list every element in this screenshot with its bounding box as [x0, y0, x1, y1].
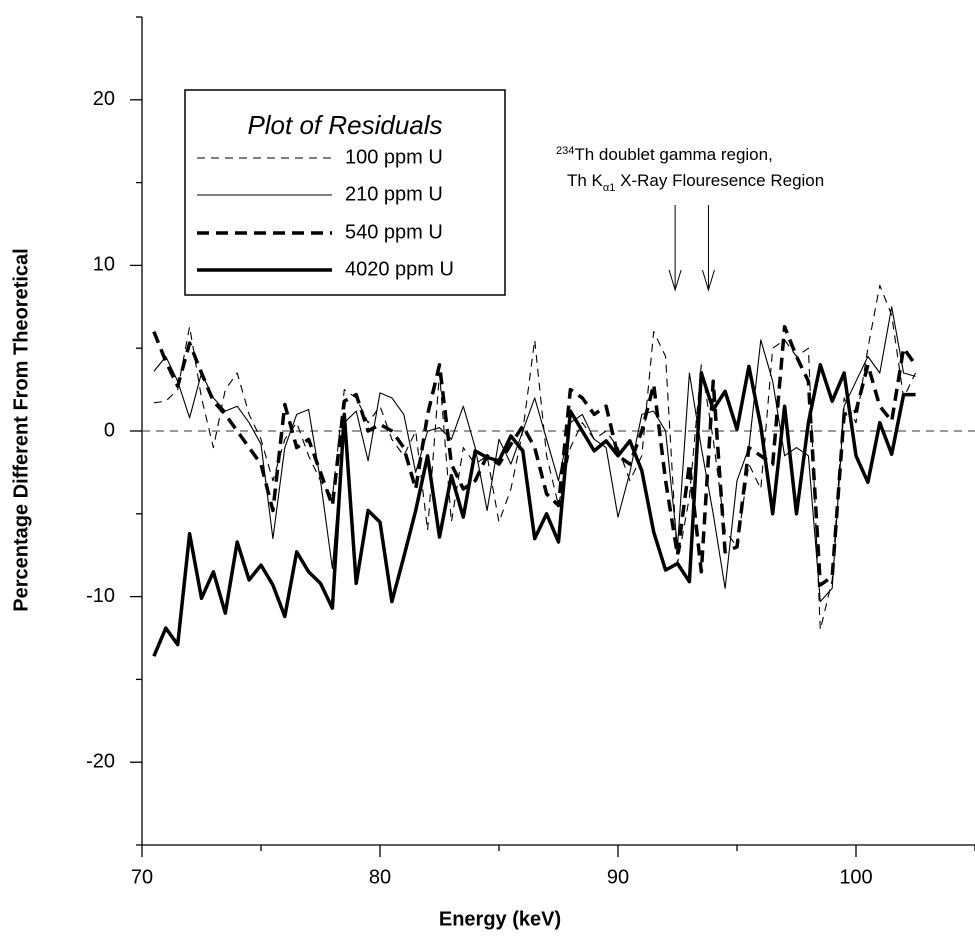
series-line — [152, 324, 917, 587]
legend-title: Plot of Residuals — [247, 110, 442, 140]
y-tick-label: -20 — [86, 750, 115, 772]
x-tick-label: 80 — [369, 866, 391, 888]
legend-label: 540 ppm U — [345, 221, 443, 243]
legend-label: 4020 ppm U — [345, 258, 454, 280]
legend-label: 210 ppm U — [345, 183, 443, 205]
y-axis-label: Percentage Different From Theoretical — [10, 248, 32, 611]
y-tick-label: -10 — [86, 585, 115, 607]
legend-label: 100 ppm U — [345, 146, 443, 168]
arrow-head — [701, 269, 715, 292]
y-tick-label: 20 — [93, 88, 115, 110]
x-tick-label: 70 — [131, 866, 153, 888]
annotation: Th Kα1 X-Ray Flouresence Region — [567, 171, 824, 194]
annotation-text: Th K — [567, 171, 604, 190]
legend-box — [184, 89, 506, 296]
annotation-text: Th doublet gamma region, — [574, 145, 772, 164]
annotation-sup: 234 — [556, 145, 574, 157]
x-tick-label: 90 — [607, 866, 629, 888]
x-axis-label: Energy (keV) — [439, 908, 561, 930]
y-tick-label: 0 — [104, 419, 115, 441]
annotation-sub: α1 — [603, 182, 615, 194]
y-tick-label: 10 — [93, 254, 115, 276]
arrow-head — [668, 269, 682, 292]
x-tick-label: 100 — [839, 866, 872, 888]
series-line — [152, 363, 916, 657]
annotation: 234Th doublet gamma region, — [556, 145, 773, 164]
annotation-text: X-Ray Flouresence Region — [615, 171, 824, 190]
